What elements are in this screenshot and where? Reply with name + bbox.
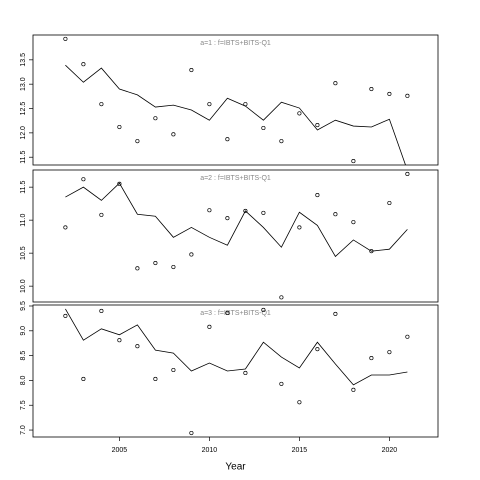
y-tick-label: 11.5 (20, 151, 27, 164)
observed-point (261, 307, 266, 313)
y-tick-label: 10.0 (20, 279, 27, 293)
y-tick-label: 9.5 (20, 301, 27, 311)
plot-area (63, 36, 410, 165)
y-tick-label: 11.5 (20, 181, 27, 194)
observed-point (333, 81, 338, 86)
observed-point (405, 334, 410, 339)
observed-point (369, 249, 374, 254)
observed-point (117, 181, 122, 186)
y-tick-label: 7.5 (20, 400, 27, 410)
panel-title: a=2 : f=IBTS+BITS-Q1 (200, 175, 271, 182)
panel-frame (32, 169, 439, 303)
observed-point (189, 68, 194, 73)
y-tick-label: 8.0 (20, 375, 27, 385)
panel-frame (32, 34, 439, 166)
panel-title: a=3 : f=IBTS+BITS-Q1 (200, 310, 271, 317)
observed-point (261, 125, 266, 131)
observed-point (99, 308, 104, 314)
y-tick-label: 11.0 (20, 214, 27, 227)
observed-point (207, 102, 212, 107)
y-tick-label: 9.0 (20, 326, 27, 336)
x-tick-label: 2010 (202, 447, 218, 454)
y-tick-label: 8.5 (20, 351, 27, 361)
y-tick-label: 13.0 (20, 77, 27, 91)
observed-point (333, 311, 338, 316)
y-tick-label: 12.0 (20, 126, 27, 140)
observed-point (81, 62, 86, 67)
observed-point (225, 310, 230, 315)
observed-point (189, 252, 194, 257)
y-tick-label: 12.5 (20, 102, 27, 116)
observed-point (207, 324, 212, 329)
observed-point (351, 220, 356, 225)
observed-point (189, 430, 194, 436)
panel-frame (32, 304, 439, 438)
observed-point (117, 124, 122, 130)
observed-point (297, 400, 302, 405)
observed-point (387, 200, 392, 206)
observed-point (153, 116, 158, 121)
y-tick-label: 7.0 (20, 425, 27, 435)
observed-point (315, 347, 320, 352)
fit-line (65, 308, 408, 386)
observed-point (315, 123, 320, 128)
observed-point (63, 313, 68, 318)
observed-point (243, 208, 248, 213)
x-tick-label: 2020 (382, 447, 398, 454)
observed-point (261, 210, 266, 215)
observed-point (297, 225, 302, 230)
observed-point (387, 350, 392, 355)
observed-point (135, 266, 140, 271)
panel-title: a=1 : f=IBTS+BITS-Q1 (200, 40, 271, 47)
observed-point (279, 295, 284, 300)
observed-point (135, 139, 140, 144)
observed-point (225, 137, 230, 142)
observed-point (171, 264, 176, 270)
observed-point (369, 86, 374, 92)
observed-point (171, 367, 176, 373)
observed-point (63, 225, 68, 230)
plot-area (63, 171, 410, 300)
observed-point (153, 261, 158, 266)
observed-point (243, 102, 248, 107)
observed-point (279, 139, 284, 144)
fit-line (65, 64, 406, 165)
observed-point (135, 344, 140, 349)
observed-point (405, 93, 410, 98)
observed-point (405, 171, 410, 177)
x-axis-label: Year (225, 462, 246, 473)
observed-point (387, 91, 392, 96)
observed-point (153, 376, 158, 381)
observed-point (351, 159, 356, 164)
observed-point (207, 208, 212, 213)
observed-point (351, 387, 356, 392)
observed-point (333, 212, 338, 217)
observed-point (279, 381, 284, 386)
observed-point (99, 102, 104, 107)
y-tick-label: 10.5 (20, 246, 27, 260)
observed-point (225, 216, 230, 221)
observed-point (63, 36, 68, 41)
observed-point (297, 111, 302, 116)
fit-line (65, 182, 408, 258)
observed-point (315, 193, 320, 198)
observed-point (117, 338, 122, 343)
observed-point (81, 376, 86, 381)
x-tick-label: 2015 (292, 447, 308, 454)
observed-point (81, 177, 86, 182)
observed-point (171, 132, 176, 137)
observed-point (99, 212, 104, 217)
plot-area (63, 307, 410, 436)
observed-point (243, 370, 248, 376)
x-tick-label: 2005 (112, 447, 128, 454)
observed-point (369, 356, 374, 361)
y-tick-label: 13.5 (20, 53, 27, 67)
